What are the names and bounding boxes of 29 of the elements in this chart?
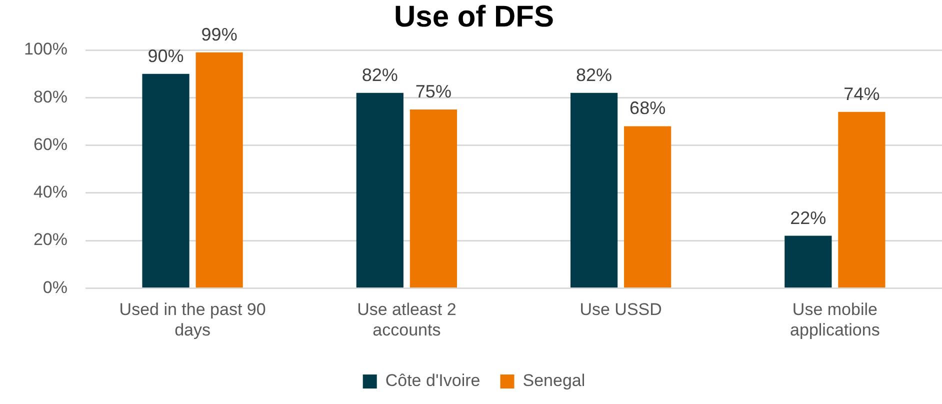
data-label: 99% [201,24,238,44]
data-label: 74% [844,84,880,104]
x-tick-label: Use USSD [580,300,662,320]
data-label: 90% [148,46,184,66]
legend-label: Senegal [522,371,586,390]
bar [784,236,832,288]
y-tick-label: 60% [33,134,68,154]
data-label: 22% [790,208,826,228]
data-label: 82% [576,64,612,85]
bar [356,92,404,288]
data-label: 75% [415,82,452,102]
y-tick-label: 80% [33,87,68,106]
x-tick-label: Use atleast 2 accounts [357,300,456,340]
y-tick-label: 40% [33,182,68,202]
y-tick-label: 20% [33,230,68,250]
x-tick-label: Used in the past 90 days [119,300,266,340]
data-label: 82% [362,64,398,85]
data-label: 68% [630,98,666,118]
bar [570,92,618,288]
bar [142,74,190,288]
bar [410,110,457,288]
bar [196,52,243,288]
x-tick-label: Use mobile applications [790,300,880,340]
y-tick-label: 0% [42,278,68,297]
y-tick-label: 100% [24,40,68,59]
bar [624,126,672,288]
chart-title: Use of DFS [394,0,554,34]
legend-label: Côte d'Ivoire [385,371,480,390]
bar [838,112,886,288]
